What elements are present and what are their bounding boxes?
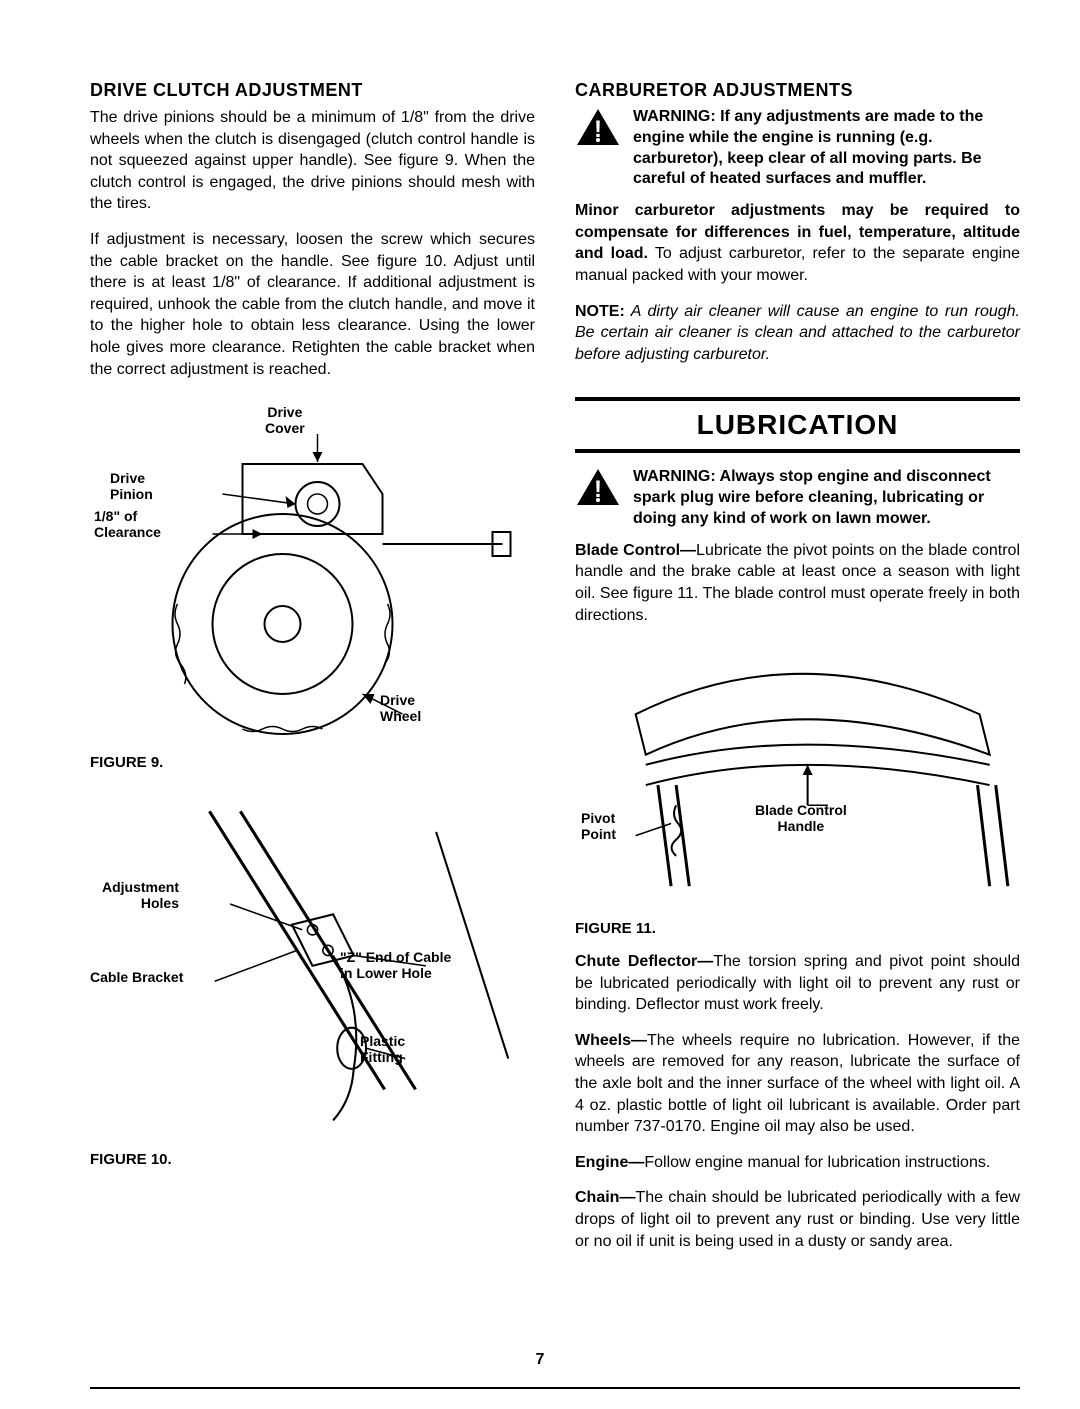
lubrication-title: LUBRICATION xyxy=(575,409,1020,441)
fig10-label-cable-bracket: Cable Bracket xyxy=(90,969,183,985)
fig11-label-blade-control-handle: Blade Control Handle xyxy=(755,802,847,834)
figure-10-caption: FIGURE 10. xyxy=(90,1151,535,1168)
engine-text: Follow engine manual for lubrication ins… xyxy=(644,1154,990,1171)
note-label: NOTE: xyxy=(575,303,625,320)
left-column: DRIVE CLUTCH ADJUSTMENT The drive pinion… xyxy=(90,80,535,1369)
figure-9: Drive Cover Drive Pinion 1/8" of Clearan… xyxy=(90,404,535,744)
bottom-rule xyxy=(90,1387,1020,1389)
fig10-label-plastic-fitting: Plastic Fitting xyxy=(360,1033,405,1065)
page-number: 7 xyxy=(536,1351,545,1369)
chain-text: The chain should be lubricated periodica… xyxy=(575,1189,1020,1249)
fig10-label-z-end: "Z" End of Cable in Lower Hole xyxy=(340,949,451,981)
fig9-label-drive-pinion: Drive Pinion xyxy=(110,470,153,502)
drive-clutch-para2: If adjustment is necessary, loosen the s… xyxy=(90,229,535,380)
chain-para: Chain—The chain should be lubricated per… xyxy=(575,1187,1020,1252)
warning-triangle-icon: ! xyxy=(575,467,621,507)
carburetor-heading: CARBURETOR ADJUSTMENTS xyxy=(575,80,1020,101)
drive-clutch-heading: DRIVE CLUTCH ADJUSTMENT xyxy=(90,80,535,101)
chute-para: Chute Deflector—The torsion spring and p… xyxy=(575,951,1020,1016)
chute-label: Chute Deflector— xyxy=(575,953,713,970)
warning-2-text: WARNING: Always stop engine and disconne… xyxy=(633,467,1020,529)
fig10-label-adjustment-holes: Adjustment Holes xyxy=(102,879,179,911)
figure-11: Pivot Point Blade Control Handle xyxy=(575,650,1020,910)
engine-para: Engine—Follow engine manual for lubricat… xyxy=(575,1152,1020,1174)
figure-10: Adjustment Holes Cable Bracket "Z" End o… xyxy=(90,801,535,1141)
warning-1-text: WARNING: If any adjustments are made to … xyxy=(633,107,1020,190)
warning-triangle-icon: ! xyxy=(575,107,621,147)
wheels-label: Wheels— xyxy=(575,1032,647,1049)
lubrication-section-header: LUBRICATION xyxy=(575,397,1020,453)
warning-block-2: ! WARNING: Always stop engine and discon… xyxy=(575,467,1020,529)
carb-para1: Minor carburetor adjustments may be requ… xyxy=(575,200,1020,286)
figure-9-caption: FIGURE 9. xyxy=(90,754,535,771)
fig9-label-drive-cover: Drive Cover xyxy=(265,404,305,436)
carb-note: NOTE: A dirty air cleaner will cause an … xyxy=(575,301,1020,366)
fig9-label-drive-wheel: Drive Wheel xyxy=(380,692,421,724)
blade-control-para: Blade Control—Lubricate the pivot points… xyxy=(575,540,1020,626)
wheels-para: Wheels—The wheels require no lubrication… xyxy=(575,1030,1020,1138)
chain-label: Chain— xyxy=(575,1189,635,1206)
note-text: A dirty air cleaner will cause an engine… xyxy=(575,303,1020,363)
fig11-label-pivot-point: Pivot Point xyxy=(581,810,616,842)
fig9-label-clearance: 1/8" of Clearance xyxy=(94,508,161,540)
warning-block-1: ! WARNING: If any adjustments are made t… xyxy=(575,107,1020,190)
blade-control-label: Blade Control— xyxy=(575,542,696,559)
right-column: CARBURETOR ADJUSTMENTS ! WARNING: If any… xyxy=(575,80,1020,1369)
drive-clutch-para1: The drive pinions should be a minimum of… xyxy=(90,107,535,215)
engine-label: Engine— xyxy=(575,1154,644,1171)
figure-11-caption: FIGURE 11. xyxy=(575,920,1020,937)
